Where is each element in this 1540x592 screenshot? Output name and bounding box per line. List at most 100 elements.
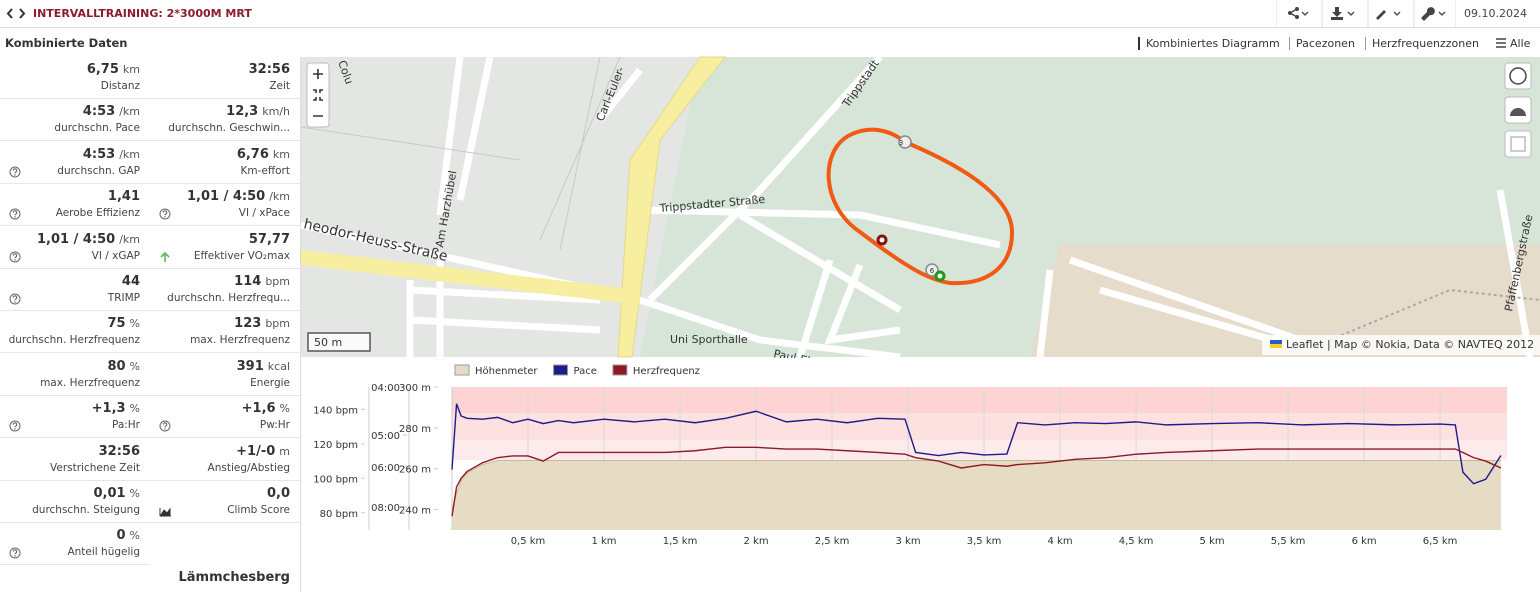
poi-label: Uni Sporthalle (670, 333, 748, 346)
stat-label: max. Herzfrequenz (40, 376, 140, 389)
y-tick-label: 260 m (399, 465, 431, 476)
stat-value: 123 bpm (234, 316, 290, 331)
stat-number: 12,3 (226, 104, 259, 120)
stat-unit: km/h (262, 105, 290, 119)
y-tick-label: 06:00 (371, 463, 400, 474)
stat-number: 44 (121, 274, 140, 289)
stat-value: 75% (107, 316, 140, 331)
stat-value: 4:53/km (83, 147, 140, 162)
y-tick-label: 120 bpm (313, 440, 358, 451)
stat-label: Climb Score (227, 504, 290, 516)
series-line (451, 403, 1502, 485)
scale-label: 50 m (314, 336, 342, 349)
stat-cell: 44 TRIMP (0, 269, 150, 311)
stat-label: durchschn. Pace (54, 122, 140, 135)
stat-label: durchschn. Geschwin... (168, 122, 290, 135)
help-icon (9, 547, 21, 559)
stat-unit: % (129, 402, 140, 416)
legend-swatch (612, 364, 628, 376)
stat-value: 114 bpm (234, 274, 290, 289)
help-icon (9, 293, 21, 305)
stat-unit: % (129, 359, 140, 373)
stat-label: durchschn. GAP (57, 164, 140, 177)
trend-up-icon (160, 251, 170, 262)
zoom-controls[interactable] (306, 62, 330, 128)
toolbar[interactable] (1276, 0, 1456, 27)
climb-icon (159, 507, 171, 517)
stat-number: 32:56 (248, 62, 290, 77)
stat-number: 75 (107, 316, 126, 332)
stat-number: 114 (234, 274, 262, 289)
y-tick-label: 100 bpm (313, 474, 358, 485)
x-tick-label: 5 km (1200, 536, 1225, 547)
scale-bar (307, 332, 371, 352)
tab[interactable]: Pacezonen (1289, 37, 1355, 50)
map[interactable]: Colu Carl-Euler- Am Harzhübel Trippstadt… (300, 54, 1540, 369)
stat-cell: 4:53/km durchschn. Pace (0, 99, 150, 142)
y-tick-label: 240 m (399, 506, 431, 517)
x-tick-label: 2 km (743, 536, 768, 547)
stat-unit: /km (119, 232, 140, 246)
stat-cell: 12,3 km/h durchschn. Geschwin... (150, 99, 300, 142)
stat-cell: 75% durchschn. Herzfrequenz (0, 311, 150, 354)
stat-unit: % (129, 529, 140, 543)
stat-number: +1/-0 (236, 443, 276, 459)
x-tick-label: 0,5 km (511, 536, 546, 547)
stat-label: TRIMP (107, 292, 140, 304)
stat-label: Zeit (269, 80, 290, 92)
stat-label: Pa:Hr (111, 419, 140, 432)
stat-cell: 0,01% durchschn. Steigung (0, 481, 150, 523)
nav-arrows[interactable] (4, 0, 34, 27)
stat-unit: bpm (265, 317, 290, 331)
tab[interactable]: Herzfrequenzzonen (1365, 37, 1479, 50)
stat-label: Aerobe Effizienz (55, 207, 140, 220)
x-tick-label: 6 km (1352, 536, 1377, 547)
stat-value: 0% (117, 528, 141, 543)
stat-cell: 6,76 km Km-effort (150, 142, 300, 184)
help-icon (159, 420, 171, 432)
x-tick-label: 3 km (896, 536, 921, 547)
stat-number: 32:56 (98, 443, 140, 459)
chart: 0,5 km 1 km 1,5 km 2 km 2,5 km 3 km 3,5 km 4 km… (313, 364, 1502, 547)
tab[interactable]: Kombiniertes Diagramm (1138, 37, 1280, 50)
stat-unit: % (129, 487, 140, 500)
segment-name: Lämmchesberg (178, 570, 290, 585)
menu-icon[interactable] (1495, 37, 1507, 49)
stat-cell: 1,01 / 4:50/km VI / xGAP (0, 227, 150, 269)
stat-value: 4:53/km (83, 104, 140, 119)
stat-value: 6,75 km (87, 62, 140, 77)
stat-number: 1,01 / 4:50 (186, 189, 266, 205)
stat-unit: m (279, 444, 290, 458)
stat-value: 0,01% (93, 486, 140, 501)
stat-value: 57,77 (249, 232, 290, 247)
stat-unit: kcal (267, 359, 290, 373)
stat-value: 0,0 (267, 486, 290, 501)
x-tick-label: 4,5 km (1119, 536, 1154, 547)
stat-value: +1,6% (242, 401, 290, 416)
y-tick-label: 300 m (399, 383, 431, 394)
stat-number: 6,75 (86, 62, 119, 77)
stat-label: Energie (250, 376, 290, 389)
stat-value: 391 kcal (237, 359, 290, 374)
stat-cell: 4:53/km durchschn. GAP (0, 142, 150, 184)
stat-number: 0 (116, 528, 126, 544)
stat-cell: 1,01 / 4:50/km VI / xPace (150, 184, 300, 227)
map-attribution: Leaflet | Map © Nokia, Data © NAVTEQ 201… (1286, 338, 1534, 351)
legend-label: Höhenmeter (475, 366, 538, 377)
stat-label: Effektiver VO₂max (193, 249, 290, 262)
help-icon (159, 208, 171, 220)
map-buttons[interactable] (1504, 62, 1532, 158)
stat-cell: 80% max. Herzfrequenz (0, 354, 150, 396)
stat-value: 1,41 (108, 189, 140, 204)
stat-label: durchschn. Steigung (32, 504, 140, 516)
stat-value: +1,3% (92, 401, 140, 416)
stat-number: 0,01 (93, 486, 126, 501)
x-tick-label: 2,5 km (815, 536, 850, 547)
series-line (451, 446, 1502, 517)
stat-number: 123 (234, 316, 262, 332)
legend-label: Pace (574, 366, 597, 377)
x-tick-label: 1 km (591, 536, 616, 547)
stat-number: +1,6 (241, 401, 276, 417)
tab[interactable]: Alle (1510, 37, 1531, 50)
stat-cell: 32:56 Verstrichene Zeit (0, 439, 150, 481)
